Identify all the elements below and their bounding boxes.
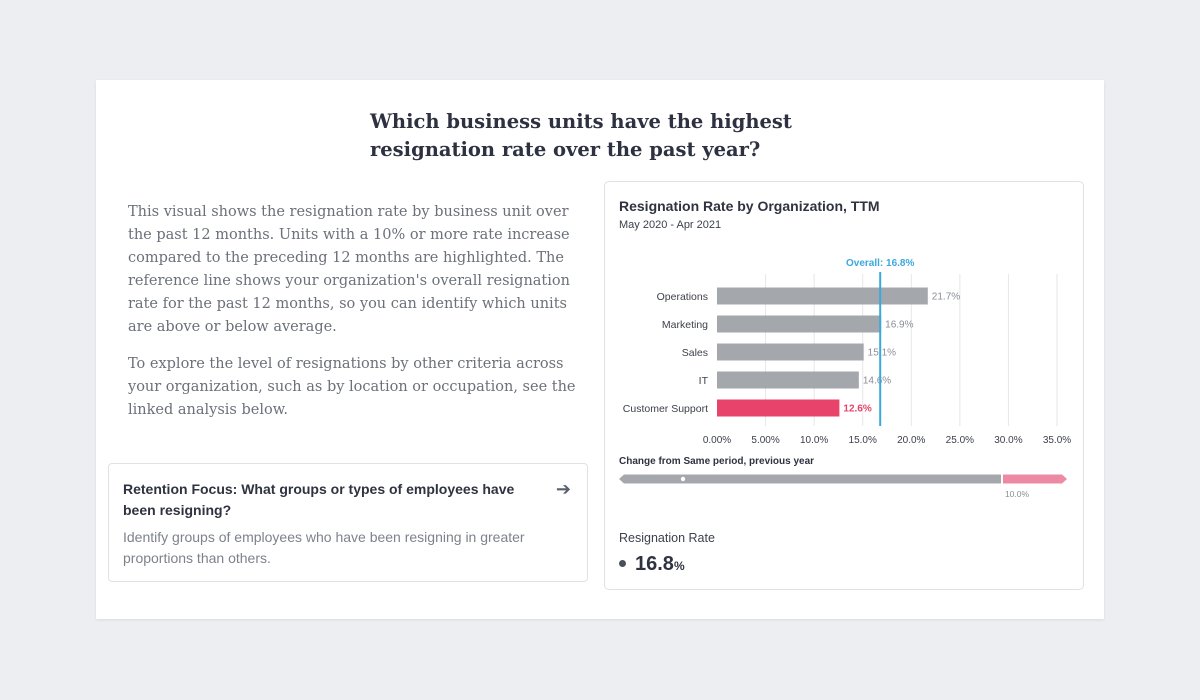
x-tick-label: 0.00% — [703, 435, 731, 446]
bar — [717, 343, 864, 361]
category-label: Operations — [657, 291, 708, 303]
change-scale-marker — [680, 476, 686, 482]
chart-title: Resignation Rate by Organization, TTM — [619, 198, 880, 214]
change-scale-label: Change from Same period, previous year — [619, 456, 814, 467]
x-tick-label: 20.0% — [897, 435, 925, 446]
x-tick-label: 35.0% — [1043, 435, 1071, 446]
bar — [717, 315, 882, 333]
x-tick-label: 30.0% — [994, 435, 1022, 446]
question-line-2: resignation rate over the past year? — [370, 138, 761, 161]
change-scale-pink-segment — [1003, 474, 1067, 484]
bar — [717, 371, 859, 389]
question-line-1: Which business units have the highest — [370, 110, 792, 133]
chart-subtitle: May 2020 - Apr 2021 — [619, 219, 722, 231]
data-label: 21.7% — [932, 292, 960, 303]
x-tick-label: 10.0% — [800, 435, 828, 446]
x-tick-label: 5.00% — [751, 435, 779, 446]
description-paragraph-1: This visual shows the resignation rate b… — [128, 204, 570, 335]
question-heading: Which business units have the highest re… — [370, 108, 792, 164]
bullet-icon — [619, 560, 626, 568]
resignation-rate-unit: % — [673, 559, 685, 573]
data-label: 16.9% — [885, 320, 913, 331]
x-tick-label: 25.0% — [946, 435, 974, 446]
category-label: IT — [699, 375, 709, 387]
reference-line-label: Overall: 16.8% — [846, 258, 914, 269]
data-label: 14.6% — [863, 376, 891, 387]
description-paragraph-2: To explore the level of resignations by … — [128, 356, 576, 418]
arrow-right-icon[interactable]: ➔ — [555, 479, 571, 499]
retention-focus-description: Identify groups of employees who have be… — [123, 529, 525, 566]
retention-focus-title: Retention Focus: What groups or types of… — [123, 481, 515, 518]
data-label: 12.6% — [843, 404, 871, 415]
category-label: Sales — [682, 347, 708, 359]
change-scale-gray-segment — [619, 474, 1001, 484]
bar — [717, 287, 928, 305]
category-label: Customer Support — [623, 403, 708, 415]
bar — [717, 399, 840, 417]
description: This visual shows the resignation rate b… — [128, 201, 578, 436]
insight-card: Which business units have the highest re… — [96, 80, 1104, 619]
retention-focus-link-card[interactable]: Retention Focus: What groups or types of… — [108, 463, 588, 582]
chart-panel: Resignation Rate by Organization, TTM Ma… — [604, 181, 1084, 590]
category-label: Marketing — [662, 319, 708, 331]
resignation-rate-number: 16.8 — [635, 553, 674, 575]
change-scale-threshold-label: 10.0% — [1005, 489, 1030, 499]
data-label: 15.1% — [868, 348, 896, 359]
resignation-rate-value: 16.8% — [619, 553, 685, 576]
x-tick-label: 15.0% — [849, 435, 877, 446]
bar-chart: 0.00% 5.00% 10.0% 15.0% 20.0% 25.0% 30.0% 35.0%… — [619, 258, 1071, 499]
resignation-rate-label: Resignation Rate — [619, 531, 715, 545]
